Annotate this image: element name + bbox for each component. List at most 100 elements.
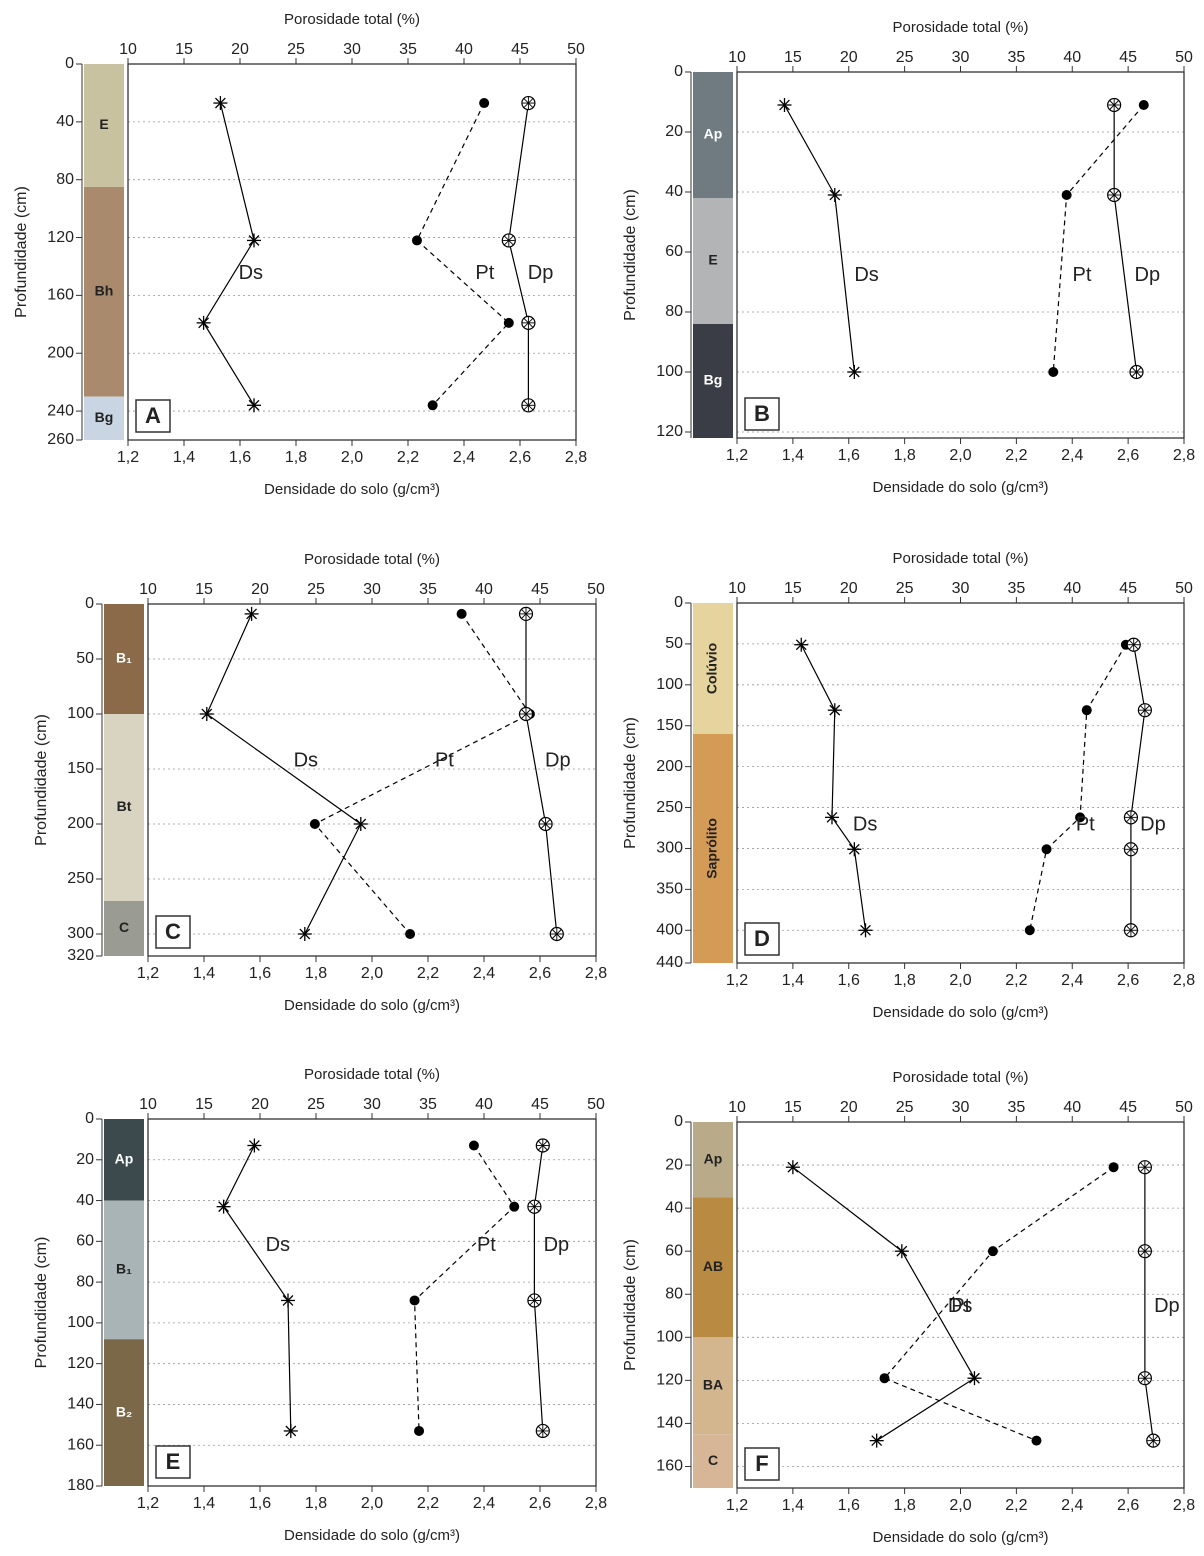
x-axis-title: Densidade do solo (g/cm³) bbox=[284, 1527, 460, 1544]
panel-letter: A bbox=[145, 403, 161, 428]
y-tick-label: 160 bbox=[67, 1436, 94, 1453]
horizon-label: Ap bbox=[704, 1150, 723, 1166]
x2-tick-label: 45 bbox=[1119, 580, 1137, 597]
x-axis-title: Densidade do solo (g/cm³) bbox=[873, 479, 1049, 496]
y-tick-label: 40 bbox=[76, 1192, 94, 1209]
data-point bbox=[1024, 925, 1035, 936]
data-point bbox=[1108, 1162, 1119, 1173]
marker-dot bbox=[1138, 100, 1149, 110]
x2-tick-label: 25 bbox=[307, 581, 325, 598]
x2-tick-label: 25 bbox=[896, 49, 914, 66]
soil-horizon bbox=[104, 604, 144, 714]
x-tick-label: 2,6 bbox=[529, 965, 551, 982]
x2-tick-label: 35 bbox=[419, 1096, 437, 1113]
data-point bbox=[503, 317, 514, 328]
plot-frame bbox=[736, 71, 1185, 439]
x2-tick-label: 45 bbox=[531, 1096, 549, 1113]
y-tick-label: 160 bbox=[47, 287, 74, 304]
soil-horizon bbox=[693, 198, 733, 324]
data-point bbox=[196, 315, 211, 330]
x-tick-label: 1,6 bbox=[838, 1497, 860, 1514]
data-point bbox=[411, 235, 422, 246]
x-tick-label: 2,2 bbox=[1005, 1497, 1027, 1514]
series-line bbox=[1144, 1167, 1154, 1441]
x-tick-label: 1,2 bbox=[726, 972, 748, 989]
panel-letter-box bbox=[744, 397, 780, 431]
series-label: Pt bbox=[475, 262, 494, 284]
data-point bbox=[216, 1199, 231, 1214]
data-point bbox=[1123, 842, 1139, 857]
series-label: Ds bbox=[239, 262, 263, 284]
x2-tick-label: 45 bbox=[511, 41, 529, 58]
data-point bbox=[405, 929, 416, 939]
data-point bbox=[527, 1293, 542, 1308]
x-tick-label: 1,8 bbox=[305, 965, 327, 982]
y-tick-label: 100 bbox=[67, 705, 94, 722]
y-tick-label: 120 bbox=[67, 1355, 94, 1372]
x-tick-label: 2,6 bbox=[1117, 1497, 1139, 1514]
y-tick-label: 50 bbox=[665, 635, 683, 652]
series-line bbox=[883, 1166, 1114, 1442]
x-tick-label: 2,6 bbox=[509, 449, 531, 466]
y-tick-label: 60 bbox=[76, 1233, 94, 1250]
x-tick-label: 2,8 bbox=[1173, 447, 1195, 464]
marker-dot bbox=[1024, 925, 1035, 936]
x-tick-label: 1,6 bbox=[229, 449, 251, 466]
x2-tick-label: 40 bbox=[1063, 1099, 1081, 1116]
x-tick-label: 2,2 bbox=[417, 965, 439, 982]
y-tick-label: 40 bbox=[665, 1199, 683, 1216]
x2-tick-label: 20 bbox=[840, 1099, 858, 1116]
marker-dot bbox=[1041, 844, 1052, 855]
x-tick-label: 2,8 bbox=[1173, 972, 1195, 989]
x-tick-label: 2,4 bbox=[453, 449, 475, 466]
marker-stroke bbox=[871, 1435, 883, 1447]
horizon-label: B₁ bbox=[116, 1261, 132, 1277]
x-tick-label: 2,8 bbox=[585, 965, 607, 982]
y-tick-label: 0 bbox=[85, 1110, 94, 1127]
marker-stroke bbox=[969, 1372, 980, 1384]
y-tick-label: 40 bbox=[56, 113, 74, 130]
x2-tick-label: 25 bbox=[287, 41, 305, 58]
data-point bbox=[521, 95, 536, 111]
soil-horizon bbox=[693, 324, 733, 438]
series-line bbox=[413, 1145, 516, 1431]
data-point bbox=[1075, 812, 1086, 823]
y-axis-title: Profundidade (cm) bbox=[33, 714, 50, 846]
data-point bbox=[281, 1293, 295, 1308]
marker-stroke bbox=[248, 399, 260, 411]
x-tick-label: 2,0 bbox=[341, 449, 363, 466]
x-tick-label: 2,8 bbox=[1173, 1497, 1195, 1514]
series-label: Dp bbox=[545, 749, 571, 771]
data-point bbox=[409, 1295, 420, 1306]
marker-stroke bbox=[829, 704, 841, 716]
x2-tick-label: 35 bbox=[399, 41, 417, 58]
data-point bbox=[521, 398, 536, 413]
x-tick-label: 1,8 bbox=[894, 972, 916, 989]
y-axis-title: Profundidade (cm) bbox=[13, 186, 30, 318]
series-label: Pt bbox=[1073, 264, 1092, 286]
data-point bbox=[353, 817, 368, 831]
y-tick-label: 250 bbox=[656, 799, 683, 816]
y-tick-label: 200 bbox=[67, 815, 94, 832]
marker-stroke bbox=[285, 1425, 297, 1437]
data-point bbox=[827, 188, 842, 202]
x2-tick-label: 20 bbox=[840, 49, 858, 66]
x2-tick-label: 10 bbox=[119, 41, 137, 58]
marker-stroke bbox=[896, 1245, 908, 1257]
x-axis-title: Densidade do solo (g/cm³) bbox=[873, 1004, 1049, 1021]
data-point bbox=[1123, 810, 1139, 825]
series-line bbox=[533, 1145, 544, 1431]
x-tick-label: 1,2 bbox=[117, 449, 139, 466]
y-tick-label: 100 bbox=[656, 1329, 683, 1346]
series-label: Pt bbox=[951, 1295, 970, 1317]
data-point bbox=[1031, 1435, 1042, 1446]
x2-tick-label: 15 bbox=[175, 41, 193, 58]
x2-tick-label: 50 bbox=[1175, 580, 1193, 597]
x2-tick-label: 20 bbox=[231, 41, 249, 58]
horizon-label: E bbox=[99, 116, 108, 132]
horizon-label: C bbox=[119, 919, 129, 935]
marker-stroke bbox=[248, 1140, 260, 1151]
soil-horizon bbox=[693, 1337, 733, 1435]
series-label: Ds bbox=[266, 1234, 290, 1256]
y-axis-title: Profundidade (cm) bbox=[622, 1239, 639, 1371]
